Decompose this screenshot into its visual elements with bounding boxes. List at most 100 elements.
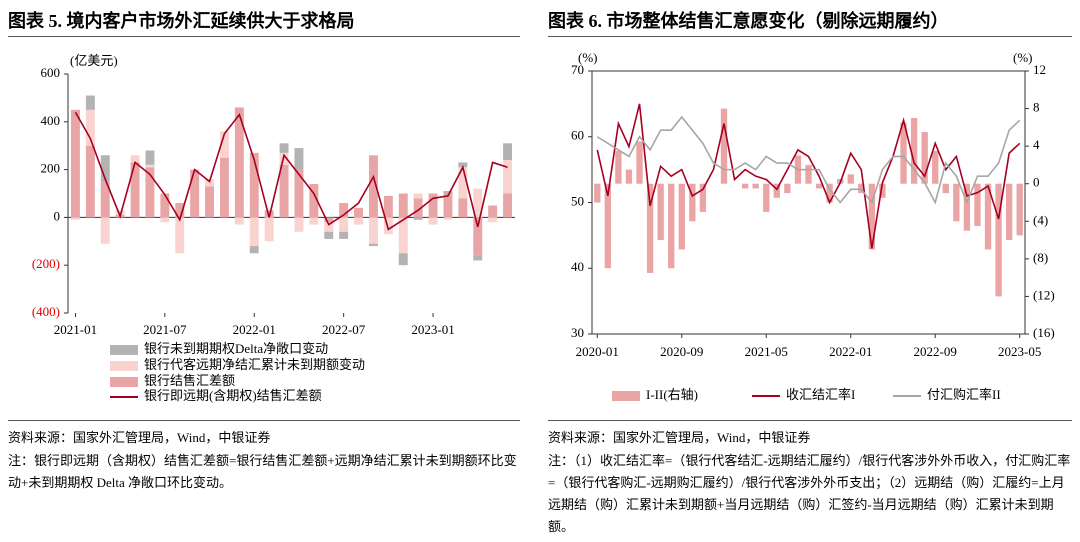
legend-label: 银行代客远期净结汇累计未到期额变动 (144, 357, 365, 372)
line (596, 115, 1021, 205)
legend-label: 银行结售汇差额 (144, 373, 235, 388)
bar (503, 193, 513, 218)
y-tick-label: 0 (54, 208, 61, 223)
y-tick-label: 40 (571, 259, 584, 274)
bar (249, 152, 259, 218)
bar (443, 217, 453, 220)
legend-label: 银行即远期(含期权)结售汇差额 (144, 388, 322, 403)
y-tick-label: 50 (571, 193, 584, 208)
x-tick-label: 2022-07 (322, 322, 366, 337)
bar (309, 183, 319, 218)
bar (413, 198, 423, 218)
note: 注：银行即远期（含期权）结售汇差额=银行结售汇差额+远期净结汇累计未到期额环比变… (8, 453, 517, 490)
bar (324, 217, 334, 223)
bar (130, 155, 140, 163)
bar (324, 231, 334, 239)
bar (145, 150, 155, 165)
legend-label: 银行未到期期权Delta净敞口变动 (144, 341, 328, 356)
legend-label: 付汇购汇率II (927, 387, 1001, 402)
note: 注：（1）收汇结汇率=（银行代客结汇-远期结汇履约）/银行代客涉外外币收入，付汇… (548, 453, 1071, 534)
bar (279, 143, 289, 153)
x-tick-label: 2022-09 (914, 344, 957, 359)
plot-frame (591, 70, 1026, 335)
bar (910, 117, 918, 184)
bar (100, 155, 110, 182)
bar (175, 217, 185, 254)
bar (932, 150, 939, 184)
bar (963, 183, 971, 231)
bar (657, 183, 664, 241)
bar (205, 186, 215, 218)
x-tick-label: 2020-09 (660, 344, 703, 359)
y-unit: (%) (578, 50, 598, 65)
bar (190, 169, 200, 218)
bar (1005, 183, 1013, 241)
bar (921, 132, 928, 184)
x-tick-label: 2022-01 (829, 344, 872, 359)
bar (615, 150, 622, 184)
bar (279, 164, 289, 218)
bar (847, 174, 854, 184)
y2-tick-label: (8) (1033, 250, 1048, 265)
bar (678, 183, 685, 250)
legend-label: I-II(右轴) (646, 387, 698, 402)
legend-swatch (110, 377, 138, 387)
bar (473, 217, 483, 256)
bar (720, 108, 728, 184)
y-unit: (亿美元) (70, 53, 118, 68)
bar (85, 109, 95, 146)
bar (815, 183, 823, 189)
bar (85, 145, 95, 218)
bar (85, 95, 95, 110)
bar (668, 183, 675, 269)
bar (826, 183, 833, 203)
x-tick-label: 2022-01 (233, 322, 276, 337)
x-tick-label: 2021-05 (745, 344, 788, 359)
bar (249, 217, 259, 247)
x-tick-label: 2023-01 (411, 322, 454, 337)
bar (473, 255, 483, 261)
bar (995, 183, 1002, 297)
bar (699, 183, 707, 212)
y-tick-label: 400 (41, 113, 61, 128)
bar (974, 183, 981, 226)
bar (953, 183, 960, 222)
bar (383, 217, 393, 235)
y-tick-label: 60 (571, 128, 584, 143)
bar (488, 205, 498, 218)
bar (145, 164, 155, 168)
bar (752, 183, 759, 189)
x-tick-label: 2023-05 (998, 344, 1041, 359)
bar (868, 183, 876, 250)
legend-swatch (110, 361, 138, 371)
source: 资料来源：国家外汇管理局，Wind，中银证券 (8, 420, 520, 446)
bar (413, 193, 423, 199)
bar (763, 183, 770, 212)
bar (398, 217, 408, 254)
bar (773, 183, 780, 198)
bar (428, 217, 438, 225)
bar (368, 243, 378, 247)
bar (354, 207, 364, 218)
bar (473, 188, 483, 218)
y2-unit: (%) (1013, 50, 1033, 65)
bar (689, 183, 696, 222)
bar (625, 169, 633, 184)
bar (160, 217, 170, 223)
y2-tick-label: 0 (1033, 175, 1040, 190)
bar (354, 217, 364, 225)
y-tick-label: 200 (41, 161, 61, 176)
bar (264, 210, 274, 218)
bar (368, 155, 378, 218)
y-tick-label: 70 (571, 62, 584, 77)
bar (279, 152, 289, 165)
bar (900, 122, 907, 184)
y2-tick-label: 12 (1033, 62, 1046, 77)
chart-title: 图表 5. 境内客户市场外汇延续供大于求格局 (8, 6, 520, 37)
line (596, 103, 1021, 249)
bar (205, 179, 215, 187)
x-tick-label: 2021-07 (143, 322, 187, 337)
bar (339, 231, 349, 239)
bar (264, 217, 274, 242)
